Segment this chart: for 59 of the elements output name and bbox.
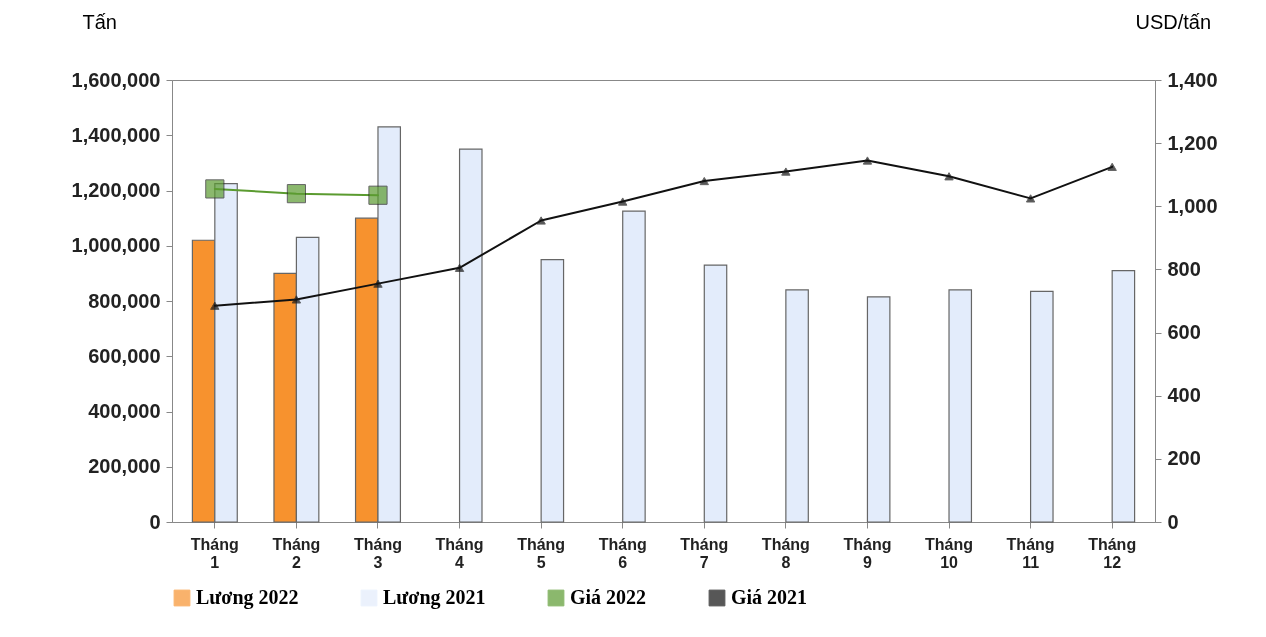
point xyxy=(536,216,546,225)
bar xyxy=(948,289,973,523)
bar xyxy=(1111,270,1136,523)
y-tick-label: 1,200,000 xyxy=(71,179,161,201)
y2-tick-label: 1,400 xyxy=(1167,68,1218,91)
y-tick-label: 200,000 xyxy=(88,455,161,478)
y2-tick-label: 1,200 xyxy=(1167,131,1218,154)
point xyxy=(286,184,306,204)
y2-axis-title: USD/tấn xyxy=(1135,10,1212,33)
y-tick-label: 600,000 xyxy=(88,344,161,367)
x-tick-label: Tháng 6 xyxy=(598,535,647,571)
y2-tick-label: 800 xyxy=(1167,257,1201,280)
x-tick-label: Tháng 1 xyxy=(190,535,239,571)
y2-tick-label: 1,000 xyxy=(1167,194,1218,217)
x-tick-label: Tháng 10 xyxy=(925,535,974,571)
y2-tick-label: 0 xyxy=(1167,510,1179,533)
point xyxy=(944,172,954,181)
legend-label: Giá 2021 xyxy=(731,586,808,608)
y-tick-label: 800,000 xyxy=(88,289,161,312)
point xyxy=(373,279,383,288)
point xyxy=(862,156,873,165)
x-tick-label: Tháng 5 xyxy=(517,535,566,571)
bar xyxy=(458,148,483,523)
bar xyxy=(1030,290,1054,523)
x-tick-label: Tháng 2 xyxy=(272,535,321,571)
x-tick-label: Tháng 12 xyxy=(1088,535,1137,571)
x-tick-label: Tháng 9 xyxy=(843,535,892,571)
legend-label: Lương 2022 xyxy=(196,586,299,609)
point xyxy=(1107,162,1117,171)
point xyxy=(781,167,791,176)
y-axis-title: Tấn xyxy=(82,10,117,33)
point xyxy=(618,197,628,206)
point xyxy=(291,295,302,304)
legend-label: Lương 2021 xyxy=(383,586,486,609)
point xyxy=(1025,194,1036,203)
x-tick-label: Tháng 3 xyxy=(353,535,402,571)
bar xyxy=(866,296,891,523)
point xyxy=(210,301,220,310)
bar xyxy=(540,258,565,523)
y-tick-label: 1,600,000 xyxy=(71,68,161,91)
x-tick-label: Tháng 4 xyxy=(435,535,484,571)
x-tick-label: Tháng 7 xyxy=(680,535,729,571)
y2-tick-label: 600 xyxy=(1167,321,1201,344)
y-tick-label: 1,400,000 xyxy=(71,123,161,146)
bar xyxy=(785,289,809,523)
legend-label: Giá 2022 xyxy=(570,586,647,608)
bar xyxy=(703,264,728,523)
point xyxy=(454,263,465,272)
y-tick-label: 400,000 xyxy=(88,400,161,422)
point xyxy=(205,179,225,199)
x-tick-label: Tháng 11 xyxy=(1006,535,1055,571)
bar xyxy=(622,210,646,523)
y2-tick-label: 200 xyxy=(1167,447,1201,470)
y-tick-label: 1,000,000 xyxy=(71,234,161,257)
y-tick-label: 0 xyxy=(149,510,161,533)
x-tick-label: Tháng 8 xyxy=(761,535,810,571)
point xyxy=(368,185,388,205)
point xyxy=(699,176,709,186)
y2-tick-label: 400 xyxy=(1167,384,1201,407)
